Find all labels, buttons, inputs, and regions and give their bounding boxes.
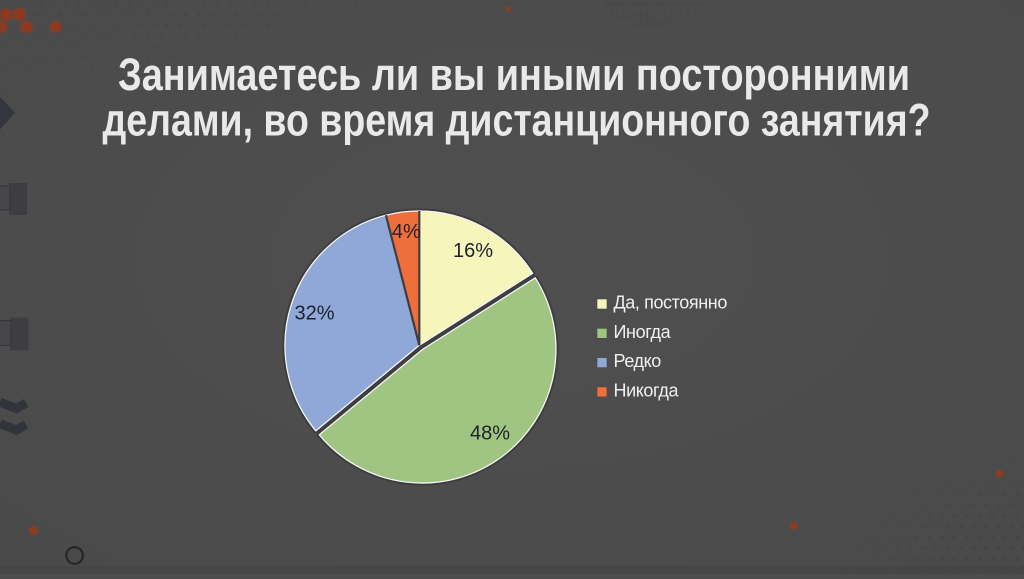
svg-text:32%: 32% [294, 302, 334, 324]
svg-text:16%: 16% [453, 240, 493, 262]
svg-text:делами, во время дистанционног: делами, во время дистанционного занятия? [103, 94, 931, 145]
svg-text:4%: 4% [392, 221, 421, 243]
svg-text:Да, постоянно: Да, постоянно [614, 293, 728, 313]
svg-text:ШИНЕЦЗП: ШИНЕЦЗП [610, 7, 698, 24]
svg-text:Занимаетесь ли вы иными постор: Занимаетесь ли вы иными посторонними [118, 49, 910, 100]
svg-text:Никогда: Никогда [614, 380, 680, 400]
svg-text:Иногда: Иногда [614, 322, 672, 342]
svg-text:Редко: Редко [614, 351, 662, 371]
svg-text:48%: 48% [470, 422, 510, 444]
